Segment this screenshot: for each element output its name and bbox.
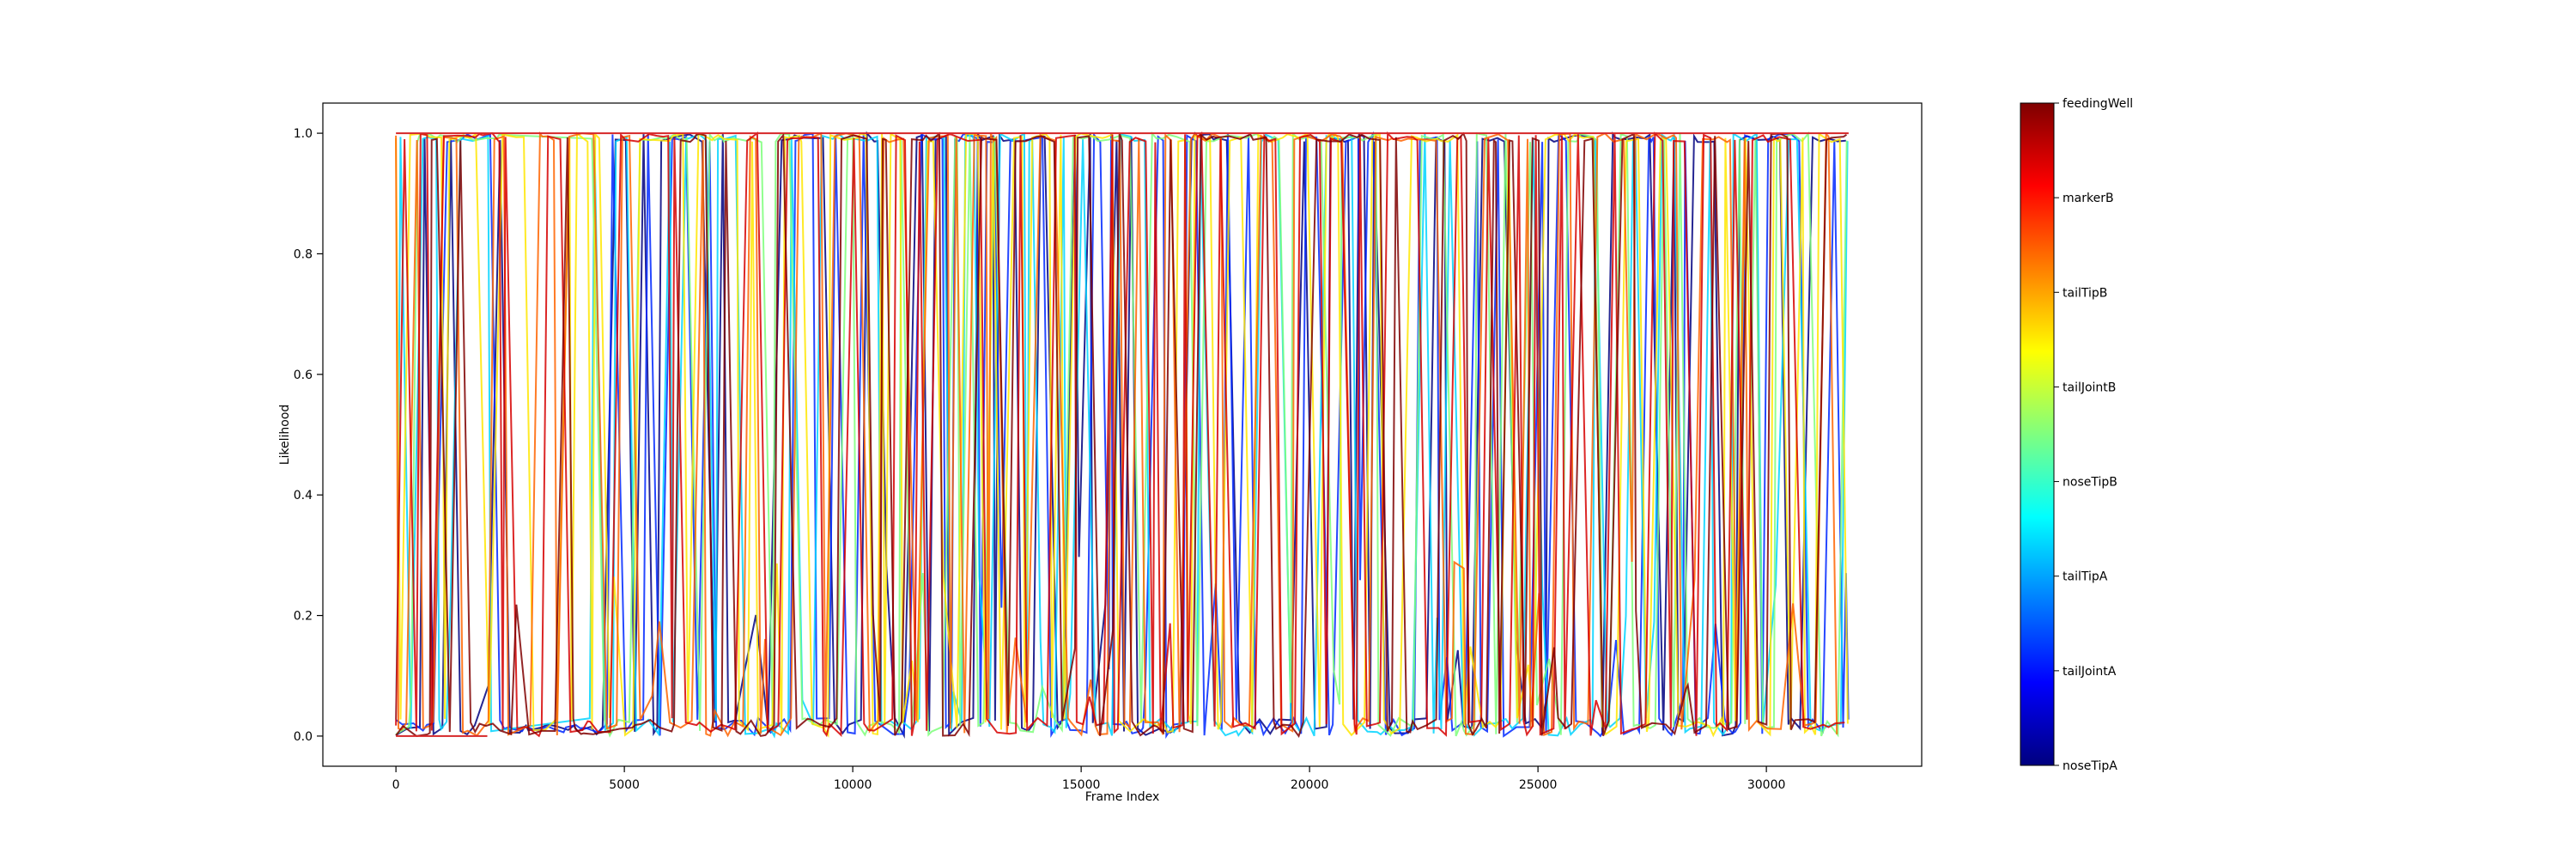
x-tick-label: 0 (392, 778, 400, 792)
colorbar-label-noseTipB: noseTipB (2063, 476, 2117, 490)
y-tick-label: 0.4 (294, 489, 313, 503)
x-tick-label: 10000 (834, 778, 872, 792)
y-axis-label: Likelihood (278, 405, 292, 466)
colorbar-label-tailTipA: tailTipA (2063, 570, 2108, 584)
colorbar-gradient (2020, 102, 2055, 766)
x-tick-label: 15000 (1062, 778, 1101, 792)
colorbar-ticks: noseTipA tailJointA tailTipA noseTipB tailJo… (2054, 97, 2133, 773)
y-tick-label: 0.8 (294, 247, 313, 261)
colorbar-label-feedingWell: feedingWell (2063, 97, 2133, 111)
y-tick-label: 1.0 (294, 127, 313, 141)
colorbar-label-tailJointA: tailJointA (2063, 665, 2117, 679)
colorbar-label-markerB: markerB (2063, 192, 2114, 205)
series-line (395, 131, 1845, 738)
series-line (395, 131, 1848, 739)
x-tick-label: 25000 (1519, 778, 1558, 792)
series-line (395, 131, 1848, 738)
x-axis-label: Frame Index (1085, 790, 1160, 804)
x-axis: 0 5000 10000 15000 20000 25000 30000 (392, 766, 1786, 792)
colorbar-label-tailTipB: tailTipB (2063, 286, 2107, 300)
y-tick-label: 0.0 (294, 730, 313, 744)
colorbar-label-noseTipA: noseTipA (2063, 759, 2117, 773)
x-tick-label: 20000 (1291, 778, 1329, 792)
x-tick-label: 5000 (609, 778, 640, 792)
y-axis: 0.0 0.2 0.4 0.6 0.8 1.0 (294, 127, 323, 744)
x-tick-label: 30000 (1747, 778, 1786, 792)
colorbar: noseTipA tailJointA tailTipA noseTipB tailJo… (2020, 97, 2133, 773)
plot-frame (322, 102, 1923, 767)
y-tick-label: 0.2 (294, 610, 313, 624)
series-layer (395, 131, 1850, 740)
colorbar-label-tailJointB: tailJointB (2063, 381, 2116, 394)
y-tick-label: 0.6 (294, 369, 313, 382)
